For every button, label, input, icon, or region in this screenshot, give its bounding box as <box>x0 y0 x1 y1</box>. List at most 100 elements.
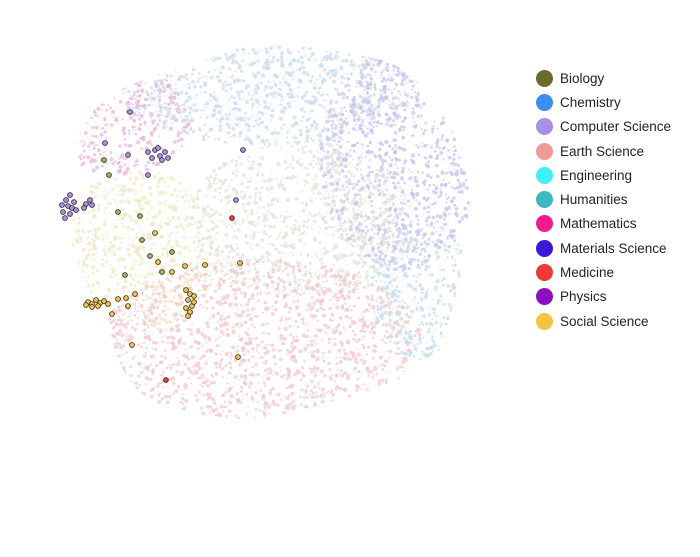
cloud-point <box>368 193 372 197</box>
cloud-point <box>91 226 94 229</box>
cloud-point <box>152 255 156 258</box>
cloud-point <box>85 263 89 268</box>
cloud-point <box>125 336 128 338</box>
cloud-point <box>334 282 338 286</box>
cloud-point <box>65 268 67 270</box>
cloud-point <box>353 320 357 325</box>
cloud-point <box>139 114 144 118</box>
cloud-point <box>142 89 145 92</box>
cloud-point <box>310 109 314 113</box>
cloud-point <box>241 218 246 222</box>
cloud-point <box>395 83 399 87</box>
cloud-point <box>290 92 293 95</box>
cloud-point <box>246 83 251 88</box>
cloud-point <box>121 129 125 132</box>
cloud-point <box>251 355 255 358</box>
cloud-point <box>205 176 210 181</box>
cloud-point <box>149 191 152 195</box>
cloud-point <box>250 296 254 300</box>
cloud-point <box>141 220 144 223</box>
cloud-point <box>334 373 339 378</box>
cloud-point <box>139 342 141 345</box>
cloud-point <box>86 122 88 124</box>
cloud-point <box>279 214 283 218</box>
cloud-point <box>158 109 163 114</box>
cloud-point <box>343 163 347 168</box>
cloud-point <box>454 204 457 207</box>
cloud-point <box>325 211 328 213</box>
cloud-point <box>386 240 389 243</box>
cloud-point <box>130 228 134 232</box>
cloud-point <box>96 106 101 111</box>
cloud-point <box>273 402 278 407</box>
cloud-point <box>277 92 282 97</box>
cloud-point <box>218 185 223 190</box>
cloud-point <box>152 281 155 284</box>
cloud-point <box>59 93 63 97</box>
cloud-point <box>237 94 241 98</box>
cloud-point <box>264 84 269 89</box>
cloud-point <box>150 98 154 102</box>
cloud-point <box>367 50 370 53</box>
cloud-point <box>397 377 400 380</box>
cloud-point <box>179 303 183 307</box>
cloud-point <box>385 180 388 183</box>
cloud-point <box>175 370 179 374</box>
cloud-point <box>309 413 313 416</box>
cloud-point <box>365 91 369 94</box>
cloud-point <box>71 94 75 98</box>
cloud-point <box>444 82 449 87</box>
cloud-point <box>225 122 230 127</box>
cloud-point <box>83 143 86 146</box>
cloud-point <box>263 61 268 66</box>
cloud-point <box>355 388 359 392</box>
cloud-point <box>286 281 289 283</box>
cloud-point <box>75 79 78 81</box>
cloud-point <box>310 255 314 258</box>
cloud-point <box>453 132 456 135</box>
cloud-point <box>426 82 430 86</box>
cloud-point <box>202 306 205 309</box>
cloud-point <box>292 227 297 232</box>
cloud-point <box>259 146 262 149</box>
cloud-point <box>64 148 68 152</box>
cloud-point <box>199 384 202 386</box>
cloud-point <box>248 93 251 97</box>
cloud-point <box>129 302 132 305</box>
cloud-point <box>215 46 218 50</box>
cloud-point <box>368 128 373 132</box>
cloud-point <box>333 330 337 334</box>
cloud-point <box>103 130 107 134</box>
cloud-point <box>223 401 226 404</box>
cloud-point <box>156 306 160 310</box>
cloud-point <box>445 197 449 201</box>
cloud-point <box>225 202 228 205</box>
cloud-point <box>333 56 338 60</box>
cloud-point <box>201 46 204 50</box>
cloud-point <box>93 232 98 238</box>
cloud-point <box>367 265 370 268</box>
cloud-point <box>72 217 75 220</box>
cloud-point <box>256 122 260 127</box>
cloud-point <box>330 126 334 131</box>
cloud-point <box>271 45 274 46</box>
cloud-point <box>213 289 218 293</box>
cloud-point <box>168 205 172 208</box>
cloud-point <box>416 145 420 149</box>
cloud-point <box>231 236 234 239</box>
cloud-point <box>156 255 161 260</box>
cloud-point <box>343 106 346 109</box>
cloud-point <box>163 179 166 183</box>
cloud-point <box>145 383 148 386</box>
cloud-point <box>187 221 193 226</box>
cloud-point <box>246 123 250 126</box>
cloud-point <box>398 113 400 115</box>
cloud-point <box>145 167 149 172</box>
cloud-point <box>108 87 113 92</box>
cloud-point <box>170 62 173 65</box>
cloud-point <box>133 79 136 82</box>
cloud-point <box>59 109 61 111</box>
cloud-point <box>250 212 254 216</box>
cloud-point <box>166 184 170 188</box>
cloud-point <box>317 212 321 216</box>
